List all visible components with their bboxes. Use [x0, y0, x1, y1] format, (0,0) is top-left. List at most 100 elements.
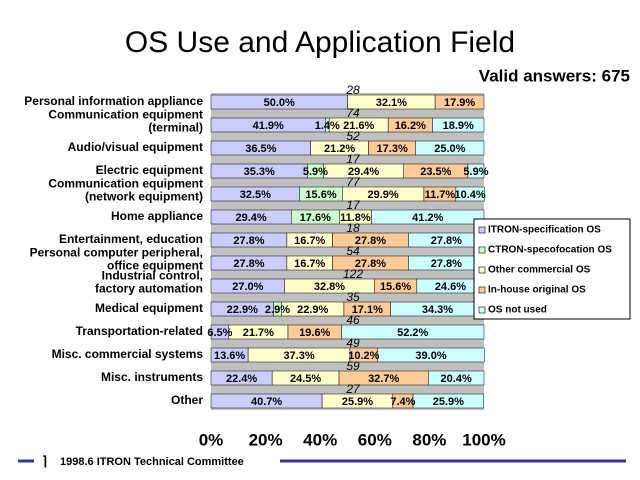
category-label: (terminal) [148, 121, 203, 135]
count-label: 27 [345, 382, 361, 396]
data-label: 24.5% [290, 373, 321, 385]
data-label: 41.2% [412, 212, 443, 224]
count-label: 35 [346, 290, 360, 304]
data-label: 22.9% [227, 304, 258, 316]
data-label: 27.8% [431, 258, 462, 270]
data-label: 7.4% [390, 396, 415, 408]
x-tick-label: 80% [412, 430, 446, 449]
category-label: Communication equipment [48, 177, 203, 191]
count-label: 122 [343, 267, 363, 281]
footer-logo: ⌉ [42, 453, 47, 468]
data-label: 11.8% [340, 212, 371, 224]
data-label: 10.4% [454, 189, 485, 201]
count-label: 46 [346, 313, 360, 327]
data-label: 22.9% [297, 304, 328, 316]
data-label: 23.5% [420, 166, 451, 178]
category-label: Home appliance [111, 209, 203, 223]
footer-text: 1998.6 ITRON Technical Committee [60, 456, 244, 468]
data-label: 25.9% [342, 396, 373, 408]
legend-swatch [478, 226, 486, 234]
category-label: Transportation-related [76, 324, 203, 338]
category-label: Misc. commercial systems [52, 347, 204, 361]
data-label: 50.0% [264, 97, 295, 109]
chart-title: OS Use and Application Field [125, 26, 515, 59]
legend-label: ITRON-specification OS [488, 225, 601, 236]
data-label: 27.0% [232, 281, 263, 293]
count-label: 28 [345, 83, 360, 97]
count-label: 59 [346, 359, 360, 373]
legend-label: In-house original OS [488, 285, 586, 296]
data-label: 37.3% [283, 350, 314, 362]
data-label: 25.9% [433, 396, 464, 408]
data-label: 27.8% [355, 258, 386, 270]
bar-segment [455, 186, 485, 202]
data-label: 17.9% [444, 97, 475, 109]
data-label: 27.8% [355, 235, 386, 247]
legend-box [473, 218, 631, 320]
legend-swatch [478, 266, 486, 274]
bar-segment [371, 209, 485, 225]
data-label: 21.6% [343, 120, 374, 132]
count-label: 17 [346, 152, 361, 166]
category-label: (network equipment) [85, 190, 203, 204]
data-label: 29.4% [236, 212, 267, 224]
data-label: 40.7% [251, 396, 282, 408]
category-label: Audio/visual equipment [68, 140, 203, 154]
category-label: Misc. instruments [101, 370, 203, 384]
bar-segment [428, 370, 485, 386]
data-label: 34.3% [422, 304, 453, 316]
count-label: 49 [346, 336, 360, 350]
data-label: 21.7% [243, 327, 274, 339]
count-label: 74 [346, 106, 360, 120]
bar-segment [341, 324, 485, 340]
legend-swatch [478, 306, 486, 314]
data-label: 17.1% [352, 304, 383, 316]
data-label: 52.2% [397, 327, 428, 339]
x-tick-label: 20% [249, 430, 283, 449]
bar-segment [434, 94, 485, 110]
data-label: 5.9% [463, 166, 488, 178]
data-label: 27.8% [431, 235, 462, 247]
category-label: factory automation [95, 282, 203, 296]
count-label: 52 [346, 129, 360, 143]
data-label: 27.8% [233, 235, 264, 247]
data-label: 29.4% [348, 166, 379, 178]
category-label: Other [171, 393, 203, 407]
x-tick-label: 60% [358, 430, 392, 449]
legend-label: CTRON-specofocation OS [488, 245, 612, 256]
bar-segment [412, 393, 484, 409]
data-label: 15.6% [380, 281, 411, 293]
count-label: 77 [346, 175, 361, 189]
data-label: 24.6% [435, 281, 466, 293]
data-label: 18.9% [443, 120, 474, 132]
legend-label: OS not used [488, 305, 547, 316]
data-label: 6.5% [207, 327, 232, 339]
data-label: 39.0% [415, 350, 446, 362]
data-label: 17.3% [377, 143, 408, 155]
count-label: 17 [346, 198, 361, 212]
bar-segment [377, 347, 485, 363]
category-label: Medical equipment [95, 301, 203, 315]
data-label: 16.7% [294, 258, 325, 270]
data-label: 36.5% [245, 143, 276, 155]
data-label: 17.6% [300, 212, 331, 224]
data-label: 32.1% [376, 97, 407, 109]
category-label: Communication equipment [48, 108, 203, 122]
bar-segment [432, 117, 485, 133]
data-label: 13.6% [214, 350, 245, 362]
bar-segment [467, 163, 485, 179]
data-label: 22.4% [226, 373, 257, 385]
data-label: 32.5% [240, 189, 271, 201]
data-label: 21.2% [324, 143, 355, 155]
data-label: 32.8% [314, 281, 345, 293]
data-label: 10.2% [348, 350, 379, 362]
data-label: 1.4% [315, 120, 340, 132]
subtitle: Valid answers: 675 [479, 66, 630, 85]
data-label: 16.2% [395, 120, 426, 132]
x-tick-label: 40% [303, 430, 337, 449]
category-label: Personal computer peripheral, [30, 246, 203, 260]
data-label: 35.3% [244, 166, 275, 178]
count-label: 18 [346, 221, 360, 235]
category-label: Entertainment, education [59, 232, 203, 246]
category-label: Industrial control, [102, 269, 203, 283]
